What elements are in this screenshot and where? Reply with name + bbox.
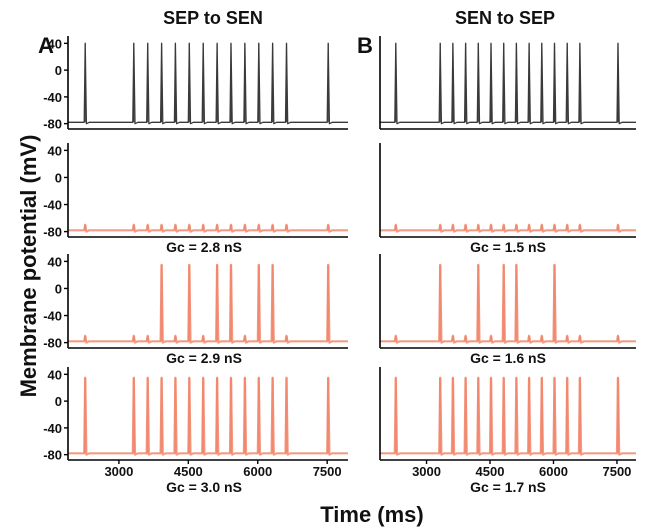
x-axis-title: Time (ms) (320, 502, 424, 527)
y-axis-title: Membrane potential (mV) (16, 135, 41, 398)
y-tick-label: 0 (55, 63, 62, 78)
y-tick-label: 40 (48, 254, 62, 269)
x-tick-label: 6000 (243, 464, 272, 479)
gc-label-a4: Gc = 3.0 nS (166, 479, 242, 495)
y-tick-label: -80 (43, 225, 62, 240)
panel-b1 (379, 36, 636, 130)
y-tick-label: -80 (43, 336, 62, 351)
y-tick-label: -40 (43, 309, 62, 324)
column-title-b: SEN to SEP (455, 8, 555, 28)
panel-b2: Gc = 1.5 nS (379, 143, 636, 255)
membrane-trace-a4 (68, 376, 348, 456)
panel-b4: 3000 4500 6000 7500 Gc = 1.7 nS (379, 367, 636, 495)
column-title-a: SEP to SEN (163, 8, 263, 28)
panel-letter-b: B (357, 33, 373, 58)
y-tick-label: -80 (43, 448, 62, 463)
x-tick-label: 4500 (476, 464, 505, 479)
x-tick-label: 6000 (539, 464, 568, 479)
x-tick-label: 7500 (313, 464, 342, 479)
panel-letter-a: A (38, 33, 54, 58)
membrane-trace-a3 (68, 263, 348, 344)
panel-a3: 40 0 -40 -80 Gc = 2.9 nS (43, 254, 348, 366)
panel-grid: 40 0 -40 -80 40 0 -40 -80 Gc = 2.8 nS 40 0 -40 -80 Gc… (43, 36, 636, 495)
panel-a4: 40 0 -40 -80 3000 4500 6000 7500 Gc = 3.0 nS (43, 367, 348, 495)
panel-b3: Gc = 1.6 nS (379, 254, 636, 366)
y-tick-label: 0 (55, 394, 62, 409)
gc-label-a3: Gc = 2.9 nS (166, 350, 242, 366)
membrane-trace-b1 (380, 42, 636, 125)
membrane-trace-b4 (380, 376, 636, 456)
x-tick-label: 4500 (174, 464, 203, 479)
y-tick-label: 0 (55, 281, 62, 296)
y-tick-label: 40 (48, 143, 62, 158)
x-tick-label: 3000 (412, 464, 441, 479)
membrane-trace-a1 (68, 42, 348, 125)
gc-label-b2: Gc = 1.5 nS (470, 239, 546, 255)
panel-a1: 40 0 -40 -80 (43, 36, 348, 132)
y-tick-label: 0 (55, 170, 62, 185)
panel-a2: 40 0 -40 -80 Gc = 2.8 nS (43, 143, 348, 255)
gc-label-b4: Gc = 1.7 nS (470, 479, 546, 495)
gc-label-a2: Gc = 2.8 nS (166, 239, 242, 255)
y-tick-label: 40 (48, 367, 62, 382)
membrane-trace-a2 (68, 223, 348, 233)
membrane-trace-b3 (380, 263, 636, 344)
x-tick-label: 3000 (104, 464, 133, 479)
x-tick-label: 7500 (602, 464, 631, 479)
gc-label-b3: Gc = 1.6 nS (470, 350, 546, 366)
y-tick-label: -80 (43, 117, 62, 132)
y-tick-label: 40 (48, 36, 62, 51)
y-tick-label: -40 (43, 421, 62, 436)
y-tick-label: -40 (43, 90, 62, 105)
y-tick-label: -40 (43, 198, 62, 213)
membrane-trace-b2 (380, 223, 636, 233)
